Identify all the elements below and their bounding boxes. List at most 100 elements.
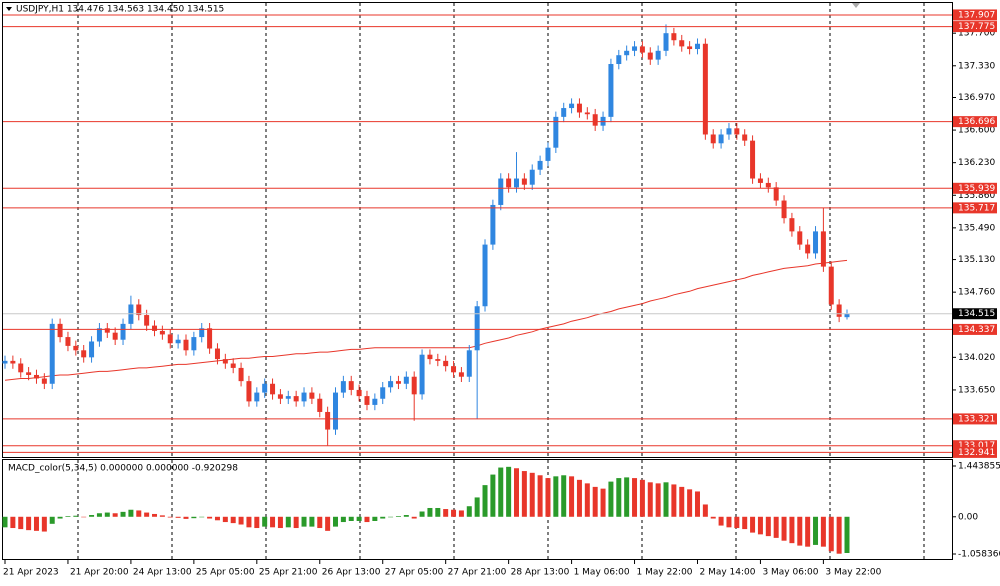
last-price-label: 134.515 <box>958 309 995 319</box>
candle-body <box>136 304 142 316</box>
macd-bar <box>395 516 401 517</box>
macd-bar <box>718 516 724 526</box>
candle-body <box>18 363 24 373</box>
macd-bar <box>569 476 575 517</box>
candle-body <box>797 231 803 245</box>
macd-bar <box>600 488 606 517</box>
candle-body <box>458 372 464 377</box>
candle-body <box>694 43 700 50</box>
macd-bar <box>262 516 268 527</box>
macd-bar <box>317 516 323 529</box>
y-tick-label: 136.230 <box>958 158 995 168</box>
candle-body <box>285 396 291 399</box>
macd-bar <box>632 478 638 517</box>
macd-bar <box>836 516 842 554</box>
macd-bar <box>813 516 819 545</box>
macd-bar <box>592 486 598 517</box>
macd-bar <box>490 474 496 517</box>
candle-body <box>616 55 622 65</box>
macd-bar <box>765 516 771 537</box>
macd-bar <box>152 513 158 517</box>
macd-bar <box>380 516 386 519</box>
candle-body <box>828 266 834 305</box>
macd-bar <box>356 516 362 521</box>
macd-bar <box>175 516 181 518</box>
level-tag <box>953 446 997 458</box>
candle-body <box>293 396 299 402</box>
macd-bar <box>26 516 32 531</box>
candle-body <box>2 360 8 364</box>
macd-bar <box>584 483 590 517</box>
candle-body <box>781 200 787 219</box>
candle-body <box>608 64 614 117</box>
candle-body <box>813 231 819 254</box>
candle-body <box>380 387 386 399</box>
macd-bar <box>694 491 700 517</box>
macd-bar <box>254 516 260 529</box>
candle-body <box>734 128 740 135</box>
macd-bar <box>750 516 756 533</box>
level-tag <box>953 202 997 214</box>
macd-bar <box>506 466 512 517</box>
macd-bar <box>655 483 661 517</box>
menu-arrow[interactable] <box>6 7 12 11</box>
candle-body <box>490 204 496 245</box>
candle-body <box>710 134 716 144</box>
macd-bar <box>797 516 803 546</box>
candle-body <box>112 332 118 340</box>
macd-bar <box>301 516 307 527</box>
candle-body <box>183 339 189 351</box>
candle-body <box>671 33 677 41</box>
level-label: 132.941 <box>958 448 995 458</box>
main-frame <box>2 2 953 458</box>
candle-body <box>152 325 158 331</box>
candle-body <box>569 103 575 109</box>
candle-body <box>553 116 559 148</box>
y-tick-label: 134.760 <box>958 288 995 298</box>
candle-body <box>230 363 236 368</box>
macd-bar <box>458 510 464 517</box>
macd-bar <box>435 507 441 517</box>
macd-bar <box>529 472 535 517</box>
candle-body <box>789 218 795 232</box>
y-tick-label: 135.130 <box>958 255 995 265</box>
candle-body <box>451 366 457 373</box>
macd-bar <box>671 484 677 517</box>
x-tick-label: 21 Apr 2023 <box>3 568 59 578</box>
candle-body <box>340 381 346 393</box>
candle-body <box>26 372 32 375</box>
candle-body <box>718 134 724 144</box>
candle-body <box>513 178 519 188</box>
candle-body <box>545 147 551 161</box>
level-label: 135.717 <box>958 203 995 213</box>
macd-bar <box>333 516 339 527</box>
candle-body <box>309 392 315 399</box>
candle-body <box>104 328 110 333</box>
candle-body <box>207 328 213 349</box>
candle-body <box>33 374 39 379</box>
candle-body <box>411 376 417 395</box>
candle-body <box>388 381 394 388</box>
candle-body <box>120 323 126 340</box>
macd-bar <box>2 516 8 528</box>
macd-bar <box>427 507 433 517</box>
macd-bar <box>388 516 394 518</box>
macd-bar <box>340 516 346 523</box>
candle-body <box>270 383 276 395</box>
candle-body <box>372 398 378 405</box>
candle-body <box>632 46 638 51</box>
macd-bar <box>647 482 653 517</box>
candle-body <box>765 182 771 188</box>
macd-bar <box>498 467 504 517</box>
macd-bar <box>844 516 850 554</box>
candle-body <box>529 169 535 185</box>
macd-bar <box>553 476 559 517</box>
level-tag <box>953 323 997 335</box>
chart-title: USDJPY,H1 134.476 134.563 134.450 134.51… <box>16 5 224 15</box>
macd-bar <box>443 509 449 517</box>
y-tick-label: 1.443855 <box>958 462 1000 472</box>
level-label: 135.939 <box>958 184 995 194</box>
candle-body <box>506 178 512 188</box>
macd-bar <box>576 479 582 517</box>
macd-bar <box>128 509 134 517</box>
